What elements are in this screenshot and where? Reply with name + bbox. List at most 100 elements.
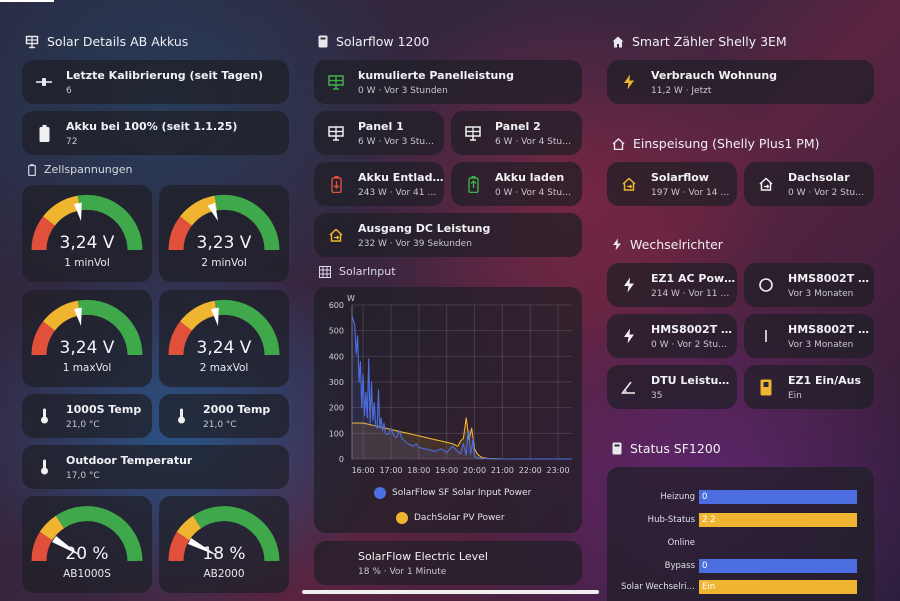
home-indicator[interactable]: [302, 590, 599, 594]
solar-input-chart-card[interactable]: W 600 500 400 300 200 100 0 16:00 17:00 18:00 19:…: [314, 287, 582, 533]
tile-title: Akku laden: [495, 170, 565, 184]
tile-hms-on[interactable]: HMS8002T Ein Vor 3 Monaten: [744, 314, 874, 358]
tile-ez1-onoff[interactable]: EZ1 Ein/Aus Ein: [744, 365, 874, 409]
tile-title: Ausgang DC Leistung: [358, 221, 491, 235]
tile-panel-2[interactable]: Panel 2 6 W · Vor 4 Stu…: [451, 111, 582, 155]
tile-calibration[interactable]: Letzte Kalibrierung (seit Tagen) 6: [22, 60, 289, 104]
tile-title: EZ1 Ein/Aus: [788, 373, 861, 387]
status-row[interactable]: Solar Wechselri… Ein: [607, 579, 867, 595]
tile-value: 0 W · Vor 4 Stu…: [495, 187, 572, 198]
tile-battery-charge[interactable]: Akku laden 0 W · Vor 4 Stu…: [451, 162, 582, 206]
section-solarinput: SolarInput: [319, 265, 396, 278]
section-status-sf1200: Status SF1200: [612, 441, 721, 456]
home-export-icon: [612, 137, 625, 150]
solar-panel-icon: [328, 125, 344, 141]
tile-hms-1[interactable]: HMS8002T A… Vor 3 Monaten: [744, 263, 874, 307]
lightning-icon: [613, 238, 621, 251]
status-timeline-card[interactable]: Heizung 0 Hub-Status 2 2 Online Bypass 0 Solar …: [607, 467, 874, 601]
section-title: Solar Details AB Akkus: [47, 34, 189, 49]
gauge-soc-ab1000s[interactable]: 20 % AB1000S: [22, 496, 152, 593]
soc-gauge-icon: [168, 506, 280, 562]
tile-title: Solarflow: [651, 170, 709, 184]
tile-dc-output[interactable]: Ausgang DC Leistung 232 W · Vor 39 Sekund…: [314, 213, 582, 257]
battery-charge-icon: [467, 175, 479, 193]
tile-feed-dachsolar[interactable]: Dachsolar 0 W · Vor 2 Stu…: [744, 162, 874, 206]
legend-label: DachSolar PV Power: [414, 513, 505, 523]
chart-xtick-label: 20:00: [463, 466, 486, 475]
chart-ylabel: W: [347, 294, 355, 303]
chart-xtick-label: 19:00: [435, 466, 458, 475]
circle-icon: [759, 278, 773, 292]
thermometer-icon: [177, 408, 185, 424]
home-export-icon: [329, 228, 343, 242]
status-row[interactable]: Hub-Status 2 2: [607, 512, 867, 528]
gauge-label: AB2000: [203, 568, 245, 580]
section-title: Einspeisung (Shelly Plus1 PM): [633, 136, 820, 151]
tile-value: 11,2 W · Jetzt: [651, 85, 712, 96]
tile-outdoor-temp[interactable]: Outdoor Temperatur 17,0 °C: [22, 445, 289, 489]
section-title: Zellspannungen: [44, 163, 133, 176]
gauge-1-maxvol[interactable]: 3,24 V 1 maxVol: [22, 290, 152, 387]
tile-title: HMS8002T A…: [651, 322, 737, 336]
tile-value: 6: [66, 85, 72, 96]
tile-consumption[interactable]: Verbrauch Wohnung 11,2 W · Jetzt: [607, 60, 874, 104]
tile-value: Vor 3 Monaten: [788, 339, 854, 350]
gauge-value: 20 %: [65, 544, 109, 564]
chart-series-line[interactable]: [351, 315, 572, 460]
chart-series-area: [352, 315, 572, 459]
lightning-icon: [624, 328, 634, 344]
lightning-icon: [624, 74, 634, 90]
tile-feed-solarflow[interactable]: Solarflow 197 W · Vor 14 …: [607, 162, 737, 206]
legend-swatch: [374, 487, 386, 499]
tile-value: Ein: [788, 390, 802, 401]
legend-item-solarflow[interactable]: SolarFlow SF Solar Input Power: [374, 487, 531, 499]
tile-dtu-power[interactable]: DTU Leistung… 35: [607, 365, 737, 409]
tile-electric-level[interactable]: SolarFlow Electric Level 18 % · Vor 1 Min…: [314, 541, 582, 585]
status-row[interactable]: Bypass 0: [607, 558, 867, 574]
chart-ytick-label: 100: [329, 429, 344, 438]
tile-value: 6 W · Vor 4 Stu…: [495, 136, 572, 147]
gauge-label: AB1000S: [63, 568, 111, 580]
gauge-1-minvol[interactable]: 3,24 V 1 minVol: [22, 185, 152, 282]
tile-value: 72: [66, 136, 78, 147]
legend-label: SolarFlow SF Solar Input Power: [392, 488, 532, 498]
tile-value: 243 W · Vor 41 …: [358, 187, 437, 198]
status-row[interactable]: Online: [607, 535, 867, 551]
tile-title: Akku bei 100% (seit 1.1.25): [66, 119, 238, 133]
tile-title: 2000 Temp: [203, 402, 271, 416]
tile-title: 1000S Temp: [66, 402, 142, 416]
power-line-icon: [765, 330, 767, 342]
tile-value: 232 W · Vor 39 Sekunden: [358, 238, 472, 249]
gauge-soc-ab2000[interactable]: 18 % AB2000: [159, 496, 289, 593]
legend-swatch: [396, 512, 408, 524]
legend-item-dachsolar[interactable]: DachSolar PV Power: [396, 512, 505, 524]
tile-temp-2000[interactable]: 2000 Temp 21,0 °C: [159, 394, 289, 438]
section-solar-details: Solar Details AB Akkus: [25, 34, 188, 49]
gauge-label: 1 minVol: [64, 257, 110, 269]
calibration-icon: [36, 78, 52, 86]
tile-full-charge[interactable]: Akku bei 100% (seit 1.1.25) 72: [22, 111, 289, 155]
tile-ez1-ac-power[interactable]: EZ1 AC Power 214 W · Vor 11 …: [607, 263, 737, 307]
status-row[interactable]: Heizung 0: [607, 489, 867, 505]
tile-title: EZ1 AC Power: [651, 271, 737, 285]
tile-temp-1000s[interactable]: 1000S Temp 21,0 °C: [22, 394, 152, 438]
section-inverter: Wechselrichter: [612, 237, 723, 252]
section-smart-meter: Smart Zähler Shelly 3EM: [612, 34, 787, 49]
gauge-2-minvol[interactable]: 3,23 V 2 minVol: [159, 185, 289, 282]
tile-value: 6 W · Vor 3 Stu…: [358, 136, 435, 147]
tile-hms-2[interactable]: HMS8002T A… 0 W · Vor 2 Stu…: [607, 314, 737, 358]
gauge-value: 3,23 V: [196, 233, 252, 253]
grid-icon: [319, 265, 331, 278]
battery-full-icon: [39, 124, 49, 142]
status-row-label: Hub-Status: [647, 515, 695, 525]
gauge-2-maxvol[interactable]: 3,24 V 2 maxVol: [159, 290, 289, 387]
section-title: Smart Zähler Shelly 3EM: [632, 34, 787, 49]
solar-panel-icon: [328, 74, 344, 90]
status-row-bar: 2 2: [699, 513, 857, 527]
voltage-gauge-icon: [31, 299, 143, 356]
tile-battery-discharge[interactable]: Akku Entladen 243 W · Vor 41 …: [314, 162, 444, 206]
tile-title: Dachsolar: [788, 170, 850, 184]
tile-panel-total[interactable]: kumulierte Panelleistung 0 W · Vor 3 Stun…: [314, 60, 582, 104]
tile-panel-1[interactable]: Panel 1 6 W · Vor 3 Stu…: [314, 111, 444, 155]
top-indicator: [0, 0, 54, 2]
